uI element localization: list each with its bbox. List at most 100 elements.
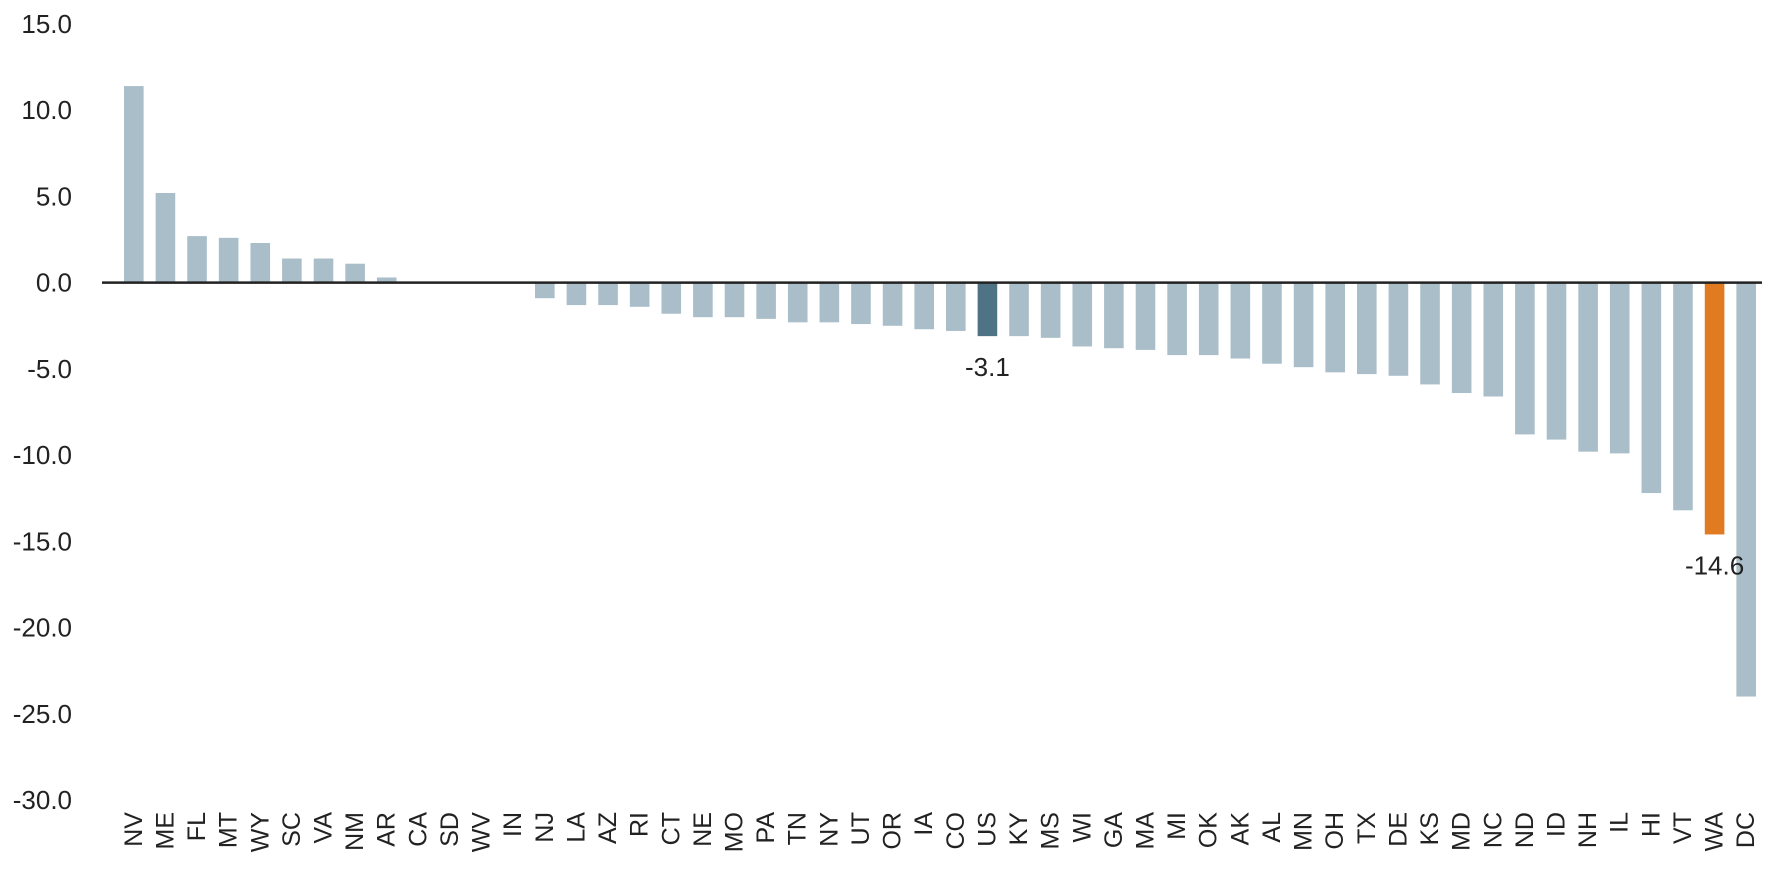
bar-me [155,193,176,283]
category-label-al: AL [1258,812,1286,843]
category-label-md: MD [1448,812,1476,851]
category-label-ne: NE [689,812,717,847]
category-label-oh: OH [1321,812,1349,850]
data-label-wa: -14.6 [1685,550,1744,580]
data-label-us: -3.1 [965,352,1010,382]
category-label-nh: NH [1574,812,1602,848]
bar-tx [1357,282,1377,375]
bar-hi [1641,282,1662,494]
bar-nm [345,263,365,283]
y-axis-tick-labels: 15.0 10.0 5.0 0.0 -5.0 -10.0 -15.0 -20.0 -25.0 -3… [13,9,72,815]
y-tick-label: 5.0 [36,181,72,211]
bar-ut [851,282,871,325]
bar-ct [661,282,682,314]
category-label-mt: MT [215,812,243,848]
bar-wy [250,243,271,283]
category-label-ut: UT [847,812,875,845]
bar-co [946,282,966,331]
category-label-wi: WI [1068,812,1096,843]
bar-az [598,282,618,306]
category-label-fl: FL [183,812,211,841]
bar-ri [629,282,650,307]
category-label-vt: VT [1669,812,1697,844]
y-tick-label: -15.0 [13,526,72,556]
bar-al [1262,282,1282,364]
category-label-in: IN [499,812,527,837]
category-label-sc: SC [278,812,306,847]
category-label-ar: AR [373,812,401,847]
bar-md [1451,282,1472,394]
bar-la [566,282,587,306]
category-label-tx: TX [1353,812,1381,844]
bar-nv [124,86,144,283]
bar-de [1388,282,1409,376]
y-tick-label: -10.0 [13,440,72,470]
category-label-tn: TN [784,812,812,845]
category-label-pa: PA [752,812,780,844]
bar-nc [1483,282,1504,397]
bar-mo [724,282,745,318]
bar-ia [914,282,934,330]
category-label-us: US [973,812,1001,847]
category-label-ga: GA [1100,812,1128,848]
category-label-mn: MN [1290,812,1318,851]
category-label-wa: WA [1701,812,1729,852]
category-label-il: IL [1606,812,1634,833]
bar-va [313,258,334,283]
bar-ms [1040,282,1061,338]
bar-nd [1515,282,1535,435]
category-label-la: LA [562,812,590,843]
category-label-sd: SD [436,812,464,847]
bar-or [882,282,903,326]
category-label-dc: DC [1732,812,1760,848]
y-tick-label: -5.0 [27,354,72,384]
category-label-nc: NC [1479,812,1507,848]
category-label-mi: MI [1163,812,1191,840]
category-label-ct: CT [657,812,685,845]
category-label-ri: RI [626,812,654,837]
category-label-ca: CA [404,812,432,847]
bar-ok [1198,282,1219,356]
bar-wa [1704,282,1725,535]
category-label-ks: KS [1416,812,1444,845]
category-label-va: VA [310,812,338,844]
category-label-ia: IA [910,812,938,836]
category-labels: NV ME FL MT WY SC VA NM AR CA SD WV IN NJ LA AZ RI CT NE MO… [120,812,1760,853]
bar-nj [535,282,555,299]
category-label-co: CO [942,812,970,850]
category-label-mo: MO [721,812,749,852]
bar-ks [1420,282,1440,385]
bar-ny [819,282,840,323]
category-label-wv: WV [468,812,496,853]
bar-id [1546,282,1567,440]
bar-ne [693,282,713,318]
bar-oh [1325,282,1345,373]
bar-mt [218,237,239,283]
category-label-az: AZ [594,812,622,844]
category-label-de: DE [1384,812,1412,847]
bar-mn [1293,282,1314,368]
y-tick-label: 15.0 [21,9,72,39]
bar-il [1609,282,1630,454]
bar-ma [1135,282,1156,350]
category-label-id: ID [1543,812,1571,837]
bar-vt [1673,282,1693,511]
category-label-ma: MA [1132,812,1160,850]
bar-us [977,282,998,337]
bars-group [124,86,1756,697]
bar-pa [756,282,776,319]
category-label-wy: WY [246,812,274,853]
data-labels: -3.1 -14.6 [965,352,1744,580]
y-tick-label: -30.0 [13,785,72,815]
bar-sc [282,258,302,283]
category-label-ak: AK [1226,812,1254,846]
category-label-nd: ND [1511,812,1539,848]
bar-nh [1578,282,1598,452]
bar-wi [1072,282,1093,347]
category-label-nm: NM [341,812,369,851]
bar-dc [1736,282,1756,697]
bar-mi [1167,282,1187,356]
y-tick-label: -20.0 [13,613,72,643]
